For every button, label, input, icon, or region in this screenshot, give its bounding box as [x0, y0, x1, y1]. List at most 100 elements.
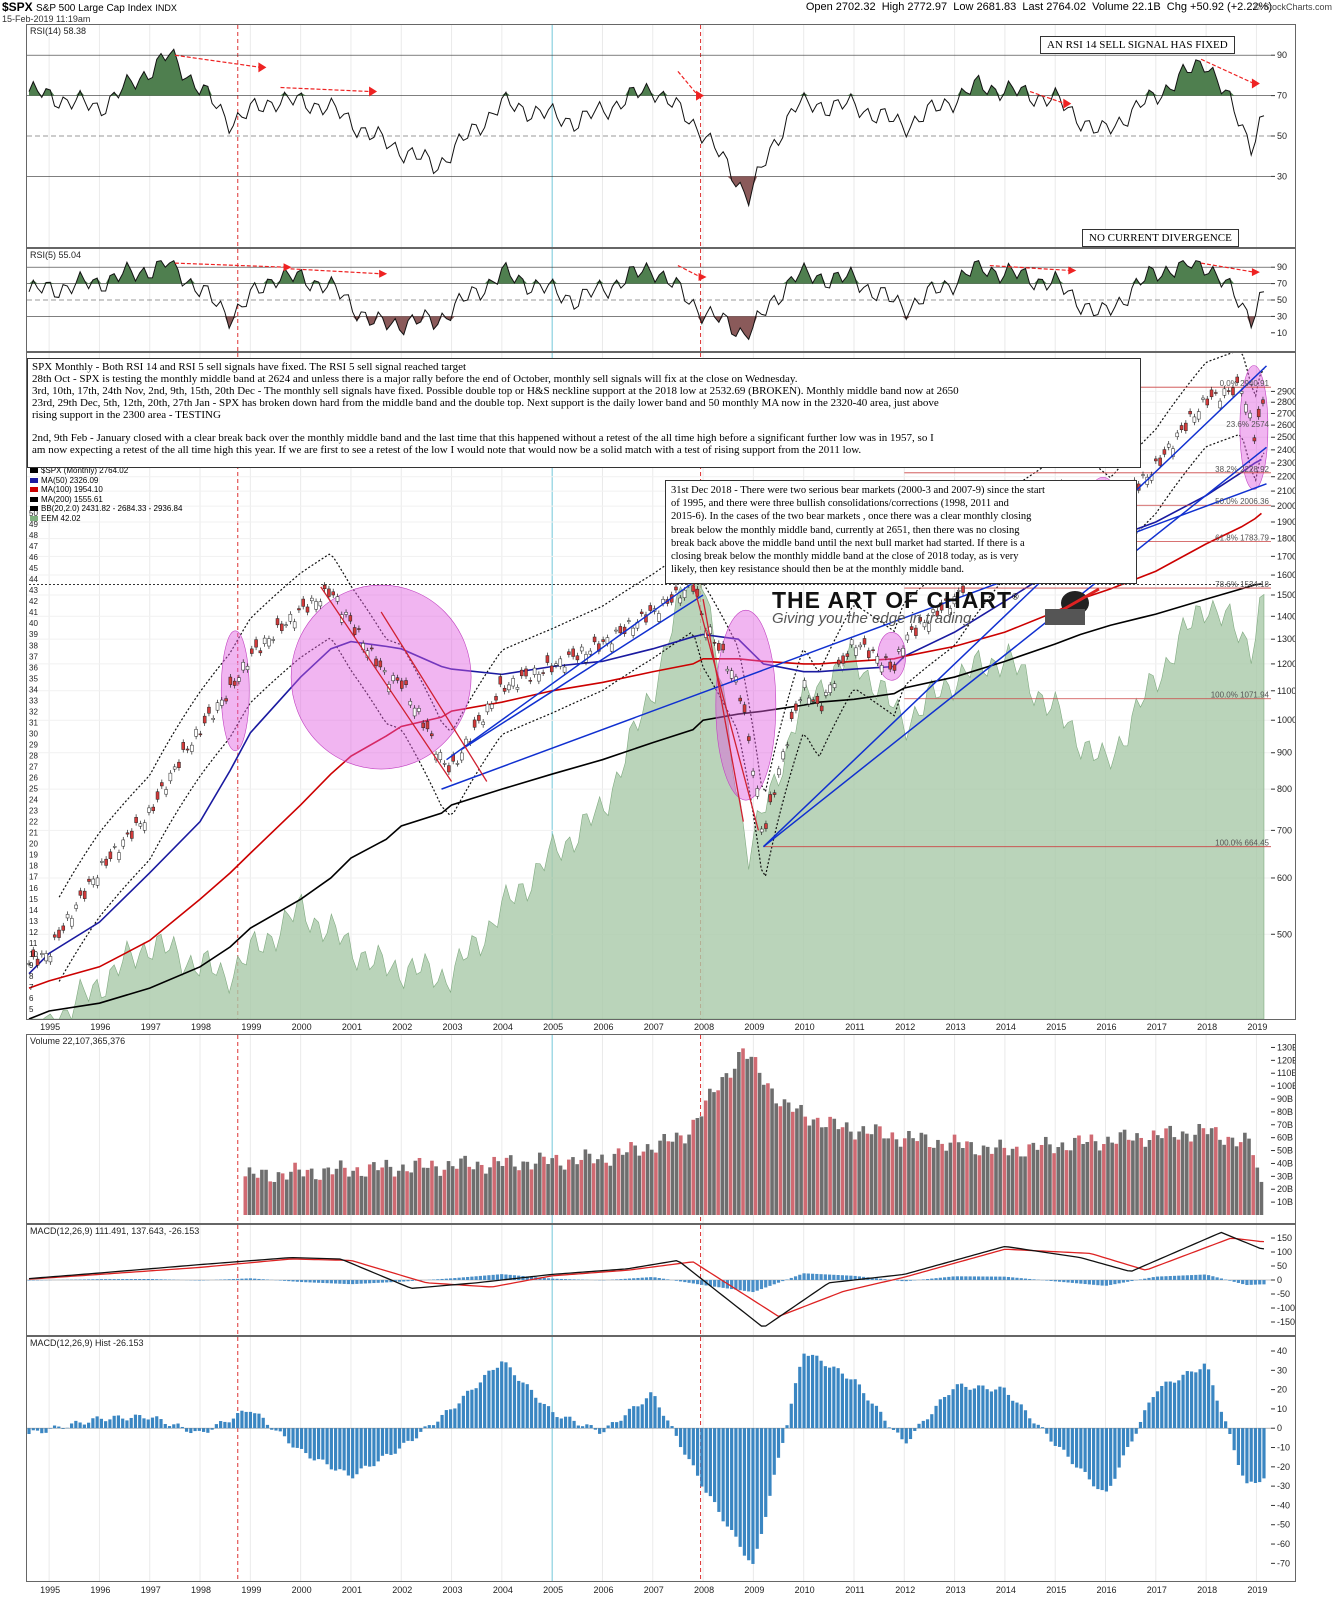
macd-histogram-bar — [806, 1273, 810, 1280]
macd-hist-bar — [883, 1420, 887, 1429]
macd-hist-bar — [227, 1422, 231, 1429]
macd-histogram-bar — [410, 1280, 414, 1281]
macd-hist-bar — [840, 1373, 844, 1429]
macd-histogram-bar — [1023, 1278, 1028, 1280]
macd-hist-bar — [525, 1384, 529, 1429]
macd-hist-bar — [640, 1404, 644, 1429]
volume-bar — [944, 1150, 949, 1215]
volume-bar — [488, 1167, 492, 1215]
macd-hist-bar — [427, 1425, 431, 1429]
macd-histogram-bar — [542, 1277, 546, 1280]
analysis-note-lines: SPX Monthly - Both RSI 14 and RSI 5 sell… — [32, 361, 1136, 456]
price-tick: 500 — [1277, 929, 1292, 939]
year-tick: 2003 — [443, 1585, 463, 1595]
volume-bar — [844, 1122, 849, 1215]
candle-body — [382, 670, 387, 673]
macd-hist-bar — [1198, 1369, 1202, 1429]
macd-hist-bar — [487, 1370, 491, 1429]
candle-body — [74, 904, 78, 909]
analysis-note: SPX Monthly - Both RSI 14 and RSI 5 sell… — [27, 358, 1141, 468]
macd-histogram-bar — [832, 1274, 836, 1280]
macd-hist-bar — [704, 1428, 708, 1493]
volume-bar — [500, 1165, 505, 1215]
volume-bar — [1251, 1155, 1255, 1215]
macd-histogram-bar — [487, 1275, 491, 1280]
macd-hist-bar — [815, 1355, 819, 1429]
rsi5-svg: 90 70 50 30 10 — [27, 249, 1287, 351]
candle-body — [1166, 443, 1171, 448]
macd-histogram-bar — [985, 1276, 989, 1280]
macd-hist-svg: 40 30 20 10 0 -10 -20 -30 -40 -50 -60 -70 — [27, 1337, 1290, 1581]
volume-bar — [815, 1117, 820, 1215]
volume-bar — [1056, 1147, 1061, 1215]
candle-body — [884, 656, 888, 658]
candle-body — [849, 639, 854, 646]
macd-histogram-bar — [1028, 1278, 1032, 1280]
macd-hist-bar — [747, 1428, 751, 1561]
year-tick: 2011 — [845, 1022, 864, 1032]
macd-hist-bar — [406, 1428, 410, 1441]
candle-body — [639, 611, 644, 614]
macd-histogram-bar — [1219, 1278, 1223, 1280]
macd-histogram-bar — [828, 1274, 832, 1280]
macd-hist-bar — [700, 1428, 704, 1487]
candle-body — [400, 680, 404, 689]
macd-hist-bar — [236, 1413, 240, 1429]
volume-bar — [575, 1164, 579, 1215]
note-line: 3rd, 10th, 17th, 24th Nov, 2nd, 9th, 15t… — [32, 385, 959, 397]
hist-tick: -30 — [1277, 1481, 1290, 1491]
rsi5-tick: 10 — [1277, 328, 1287, 338]
candle-body — [305, 606, 310, 613]
candle-body — [202, 715, 207, 724]
macd-histogram-bar — [1015, 1277, 1019, 1280]
year-tick: 2014 — [996, 1022, 1016, 1032]
macd-tick: 0 — [1277, 1275, 1282, 1285]
macd-hist-bar — [108, 1419, 112, 1429]
note-line: 2nd, 9th Feb - January closed with a cle… — [32, 432, 934, 444]
candle-body — [927, 623, 931, 632]
volume-bar — [1102, 1144, 1106, 1215]
eem-tick: 24 — [29, 796, 38, 805]
candle-body — [742, 704, 747, 713]
legend-item: MA(200) 1555.61 — [30, 495, 182, 505]
volume-bar — [318, 1179, 322, 1215]
macd-histogram-bar — [146, 1278, 150, 1280]
macd-hist-bar — [138, 1415, 142, 1429]
volume-bar — [1118, 1132, 1123, 1215]
macd-hist-bar — [44, 1428, 48, 1433]
volume-bar — [1226, 1136, 1231, 1215]
legend-swatch — [30, 477, 38, 483]
macd-hist-bar — [721, 1428, 725, 1522]
macd-histogram-bar — [1241, 1280, 1245, 1285]
macd-hist-bar — [133, 1414, 138, 1429]
macd-hist-bar — [316, 1428, 321, 1460]
volume-bar — [1002, 1147, 1007, 1215]
volume-bar — [1151, 1130, 1156, 1215]
volume-bar — [1214, 1127, 1218, 1215]
macd-hist-bar — [632, 1406, 636, 1429]
macd-histogram-bar — [483, 1275, 487, 1280]
candle-body — [292, 621, 297, 629]
volume-bar — [1093, 1141, 1098, 1215]
macd-hist-bar — [776, 1428, 781, 1458]
candle-body — [909, 626, 914, 630]
candle-body — [918, 617, 922, 622]
candle-body — [155, 791, 160, 800]
macd-histogram-bar — [295, 1280, 299, 1282]
candle-body — [738, 697, 742, 702]
candle-body — [258, 650, 263, 654]
volume-bar — [803, 1116, 808, 1215]
macd-histogram-bar — [474, 1276, 478, 1280]
macd-hist-bar — [440, 1414, 444, 1429]
macd-hist-bar — [1207, 1369, 1211, 1429]
red-trendline — [320, 586, 453, 782]
year-tick: 2016 — [1096, 1022, 1116, 1032]
macd-hist-bar — [1194, 1372, 1198, 1429]
volume-bar — [442, 1169, 447, 1215]
macd-hist-bar — [231, 1418, 236, 1429]
macd-histogram-bar — [942, 1277, 947, 1280]
volume-bar — [338, 1160, 343, 1215]
macd-histogram-bar — [738, 1280, 742, 1291]
macd-hist-bar — [184, 1428, 189, 1432]
macd-histogram-bar — [444, 1278, 448, 1280]
